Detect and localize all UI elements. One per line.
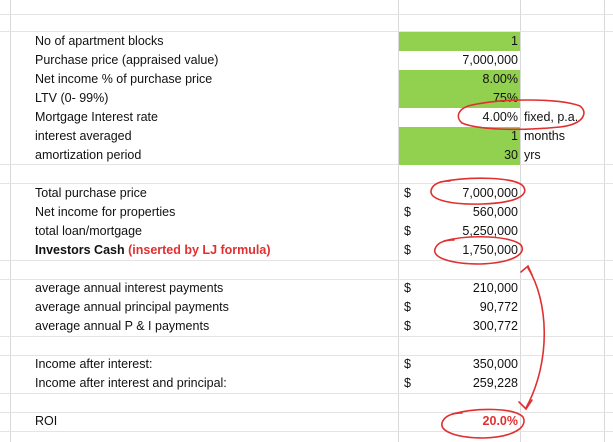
row-label: amortization period [35, 148, 142, 162]
roi-row: ROI 20.0% [0, 412, 613, 431]
row-gridline [0, 260, 613, 261]
row-label: LTV (0- 99%) [35, 91, 109, 105]
row-gridline [0, 183, 613, 184]
column-gridline [520, 0, 521, 442]
value-cell[interactable]: 1,750,000 [462, 243, 518, 257]
unit-label: fixed, p.a. [524, 110, 579, 124]
unit-label: months [524, 129, 565, 143]
currency-symbol: $ [404, 319, 411, 333]
summary-row-investors-cash: Investors Cash (inserted by LJ formula) … [0, 241, 613, 260]
row-label: Income after interest: [35, 357, 153, 371]
unit-label: yrs [524, 148, 541, 162]
row-label: Mortgage Interest rate [35, 110, 158, 124]
input-row-ltv: LTV (0- 99%) 75% [0, 89, 613, 108]
currency-symbol: $ [404, 281, 411, 295]
column-gridline [10, 0, 11, 442]
summary-row-net-income: Net income for properties $ 560,000 [0, 203, 613, 222]
row-gridline [0, 431, 613, 432]
input-cell[interactable]: 8.00% [399, 70, 520, 89]
value-cell[interactable]: 560,000 [472, 205, 518, 219]
currency-symbol: $ [404, 300, 411, 314]
payments-row-interest: average annual interest payments $ 210,0… [0, 279, 613, 298]
payments-row-principal: average annual principal payments $ 90,7… [0, 298, 613, 317]
row-label: average annual interest payments [35, 281, 224, 295]
input-cell[interactable]: 1 [399, 127, 520, 146]
row-gridline [0, 164, 613, 165]
input-cell[interactable]: 4.00% [482, 110, 518, 124]
row-label: No of apartment blocks [35, 34, 164, 48]
row-gridline [0, 336, 613, 337]
row-label: Investors Cash (inserted by LJ formula) [35, 243, 271, 257]
row-gridline [0, 31, 613, 32]
value-cell[interactable]: 90,772 [479, 300, 518, 314]
payments-row-p-and-i: average annual P & I payments $ 300,772 [0, 317, 613, 336]
income-row-after-principal: Income after interest and principal: $ 2… [0, 374, 613, 393]
summary-row-total-loan: total loan/mortgage $ 5,250,000 [0, 222, 613, 241]
row-label: Purchase price (appraised value) [35, 53, 219, 67]
value-cell[interactable]: 7,000,000 [462, 186, 518, 200]
row-gridline [0, 412, 613, 413]
roi-value-cell[interactable]: 20.0% [482, 414, 518, 428]
currency-symbol: $ [404, 376, 411, 390]
row-label: Income after interest and principal: [35, 376, 227, 390]
input-cell[interactable]: 7,000,000 [462, 53, 518, 67]
investors-cash-label: Investors Cash [35, 243, 125, 257]
arrow-head-top [520, 264, 533, 276]
column-gridline [604, 0, 605, 442]
input-cell[interactable]: 30 [399, 146, 520, 165]
currency-symbol: $ [404, 224, 411, 238]
column-gridline [398, 0, 399, 442]
row-label: Total purchase price [35, 186, 147, 200]
input-row-interest-rate: Mortgage Interest rate 4.00% fixed, p.a. [0, 108, 613, 127]
value-cell[interactable]: 5,250,000 [462, 224, 518, 238]
input-row-apartment-blocks: No of apartment blocks 1 [0, 32, 613, 51]
row-label: Net income for properties [35, 205, 176, 219]
value-cell[interactable]: 300,772 [472, 319, 518, 333]
value-cell[interactable]: 210,000 [472, 281, 518, 295]
income-row-after-interest: Income after interest: $ 350,000 [0, 355, 613, 374]
row-label: total loan/mortgage [35, 224, 143, 238]
input-row-interest-averaged: interest averaged 1 months [0, 127, 613, 146]
value-cell[interactable]: 259,228 [472, 376, 518, 390]
currency-symbol: $ [404, 357, 411, 371]
input-row-net-income-pct: Net income % of purchase price 8.00% [0, 70, 613, 89]
input-row-amortization: amortization period 30 yrs [0, 146, 613, 165]
value-cell[interactable]: 350,000 [472, 357, 518, 371]
input-cell[interactable]: 1 [399, 32, 520, 51]
input-row-purchase-price: Purchase price (appraised value) 7,000,0… [0, 51, 613, 70]
row-gridline [0, 393, 613, 394]
row-label: average annual principal payments [35, 300, 229, 314]
row-label: interest averaged [35, 129, 132, 143]
formula-note: (inserted by LJ formula) [128, 243, 271, 257]
row-gridline [0, 279, 613, 280]
row-gridline [0, 14, 613, 15]
row-label: Net income % of purchase price [35, 72, 213, 86]
row-gridline [0, 355, 613, 356]
currency-symbol: $ [404, 186, 411, 200]
currency-symbol: $ [404, 205, 411, 219]
currency-symbol: $ [404, 243, 411, 257]
row-label: average annual P & I payments [35, 319, 210, 333]
row-label: ROI [35, 414, 58, 428]
input-cell[interactable]: 75% [399, 89, 520, 108]
summary-row-total-purchase: Total purchase price $ 7,000,000 [0, 184, 613, 203]
